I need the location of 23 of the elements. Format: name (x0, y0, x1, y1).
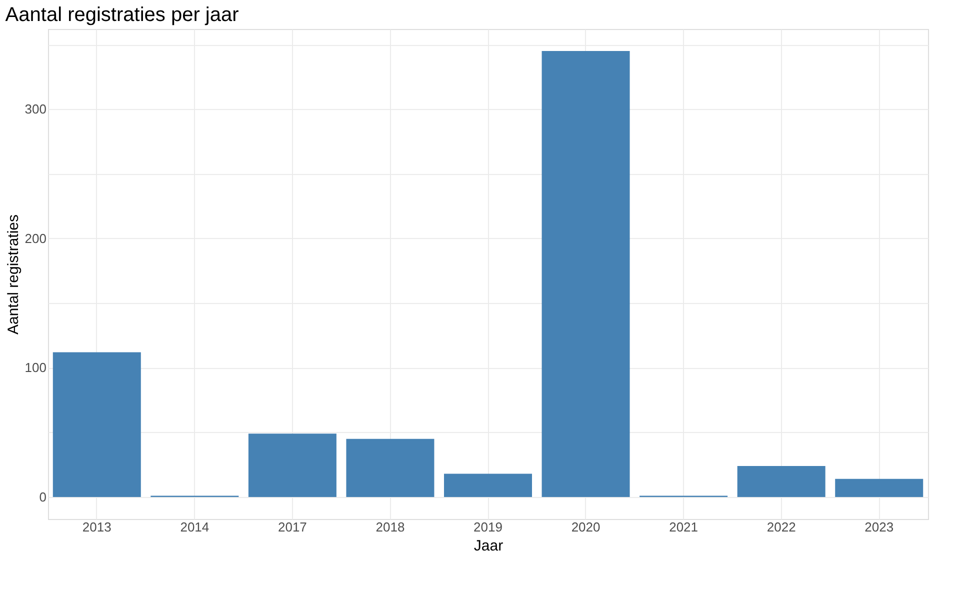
x-tick-label: 2013 (82, 520, 112, 534)
x-tick-label: 2019 (474, 520, 502, 534)
x-tick-label: 2020 (571, 520, 600, 534)
bar (835, 478, 924, 498)
bar (737, 466, 826, 498)
x-tick-label: 2022 (766, 520, 796, 534)
bar (542, 50, 630, 498)
x-tick-label: 2014 (180, 520, 210, 534)
y-tick-label: 200 (24, 230, 46, 246)
bar (346, 438, 434, 498)
x-axis-title: Jaar (474, 538, 504, 554)
bar (248, 434, 336, 498)
x-tick-label: 2023 (864, 520, 894, 534)
y-tick-label: 100 (24, 360, 46, 376)
bar (52, 352, 141, 498)
y-tick-label: 300 (24, 102, 46, 117)
y-axis-title: Aantal registraties (4, 214, 22, 335)
x-tick-label: 2021 (669, 520, 698, 534)
y-tick-label: 0 (39, 490, 46, 505)
chart-title: Aantal registraties per jaar (5, 4, 240, 26)
bar (444, 474, 532, 498)
x-tick-label: 2018 (376, 520, 405, 534)
x-tick-label: 2017 (278, 520, 307, 534)
